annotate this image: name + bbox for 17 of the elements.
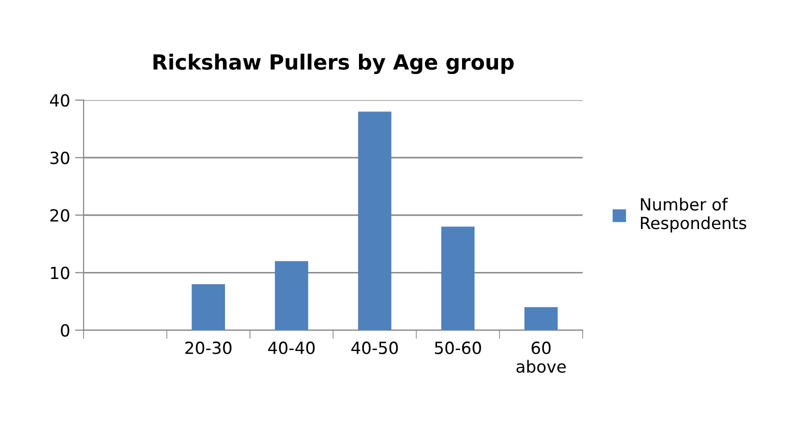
bar [274, 261, 308, 330]
y-tick-label: 20 [50, 209, 70, 222]
legend-label: Number of Respondents [640, 198, 746, 233]
x-tick-label: 50-60 [434, 342, 482, 354]
bar [358, 112, 392, 330]
bar [524, 307, 558, 330]
y-tick-label: 10 [51, 266, 70, 280]
x-tick-label: 20-30 [185, 342, 232, 354]
y-tick-label: 30 [50, 152, 70, 164]
y-tick-label: 0 [60, 324, 70, 337]
bar [192, 284, 225, 330]
x-tick-label: 60 above [516, 342, 566, 373]
chart-title: Rickshaw Pullers by Age group [154, 54, 514, 74]
bar [441, 226, 475, 330]
y-tick-label: 40 [50, 94, 70, 107]
x-tick-label: 40-40 [268, 342, 315, 354]
x-tick-label: 40-50 [351, 342, 398, 354]
